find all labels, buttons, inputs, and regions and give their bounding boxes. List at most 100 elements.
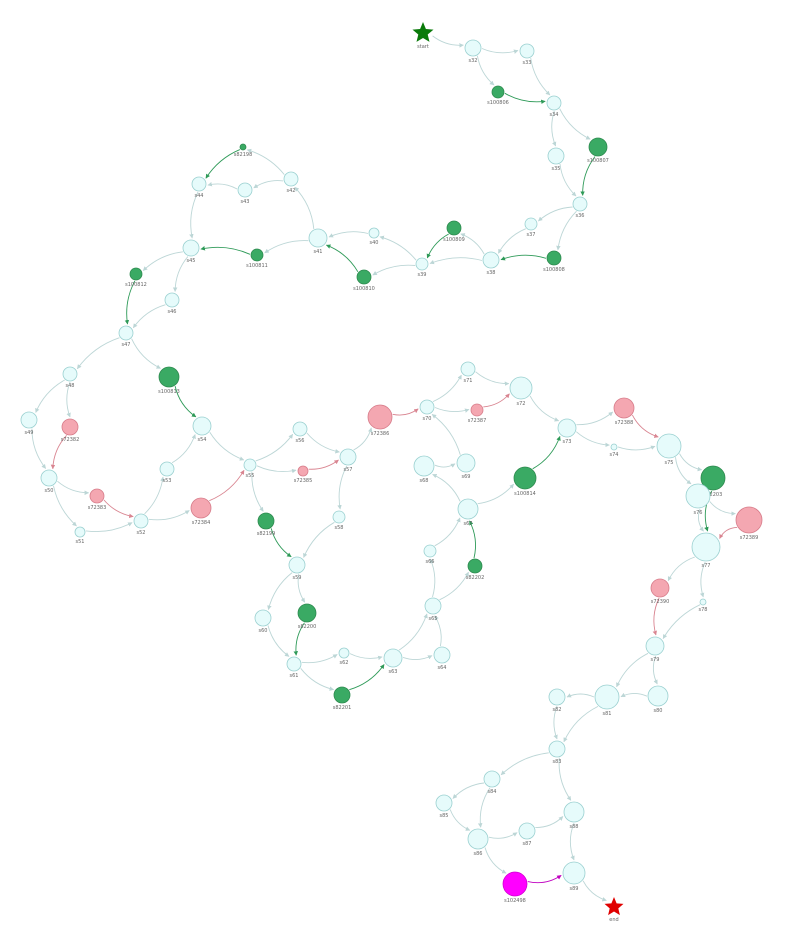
node-label-s72387: s72387 (468, 418, 487, 424)
edge-s60-to-s61 (267, 625, 290, 657)
node-circle-s68 (413, 455, 435, 477)
node-s67: s67 (457, 498, 479, 527)
node-circle-s57 (339, 448, 357, 466)
edge-s73-to-s72388 (576, 411, 614, 426)
node-label-s37: s37 (527, 232, 536, 238)
node-s76: s76 (685, 483, 711, 516)
edge-s69-to-s70 (431, 414, 461, 455)
node-label-s50: s50 (45, 488, 54, 494)
node-label-s79: s79 (651, 657, 660, 663)
edge-s39-to-s100810 (372, 264, 416, 276)
node-label-s33: s33 (523, 60, 532, 66)
node-circle-s72384 (190, 497, 212, 519)
edge-s72386-to-s70 (392, 408, 419, 416)
node-label-s75: s75 (665, 460, 674, 466)
edge-s55-to-s82199 (251, 471, 264, 512)
node-s35: s35 (547, 147, 565, 172)
node-circle-s64 (433, 646, 451, 664)
node-label-s62: s62 (340, 660, 349, 666)
node-s100810: s100810 (353, 269, 375, 292)
node-label-s48: s48 (66, 383, 75, 389)
node-label-s46: s46 (168, 309, 177, 315)
edge-s39-to-s40 (379, 235, 417, 261)
edge-s86-to-s102498 (484, 847, 507, 874)
edge-s48-to-s49 (35, 379, 65, 413)
edge-s45-to-s46 (172, 256, 189, 292)
node-label-s72389: s72389 (740, 535, 759, 541)
edge-s58-to-s59 (303, 521, 335, 558)
node-s82199: s82199 (257, 512, 275, 537)
node-label-s57: s57 (344, 467, 353, 473)
node-s69: s69 (456, 453, 476, 480)
edge-s34-to-s35 (551, 110, 557, 147)
node-s46: s46 (164, 292, 180, 315)
edge-s43-to-s44 (207, 182, 238, 190)
node-circle-s65 (424, 597, 442, 615)
node-label-s89: s89 (570, 886, 579, 892)
node-circle-s72390 (650, 578, 670, 598)
node-s66: s66 (423, 544, 437, 565)
node-circle-s36 (572, 196, 588, 212)
node-label-s100813: s100813 (158, 389, 180, 395)
edge-s85-to-s86 (449, 809, 471, 831)
node-label-s82: s82 (553, 707, 562, 713)
node-label-s69: s69 (462, 474, 471, 480)
edge-s100806-to-s34 (504, 92, 546, 105)
node-s72389: s72389 (735, 506, 763, 541)
node-circle-s32 (464, 39, 482, 57)
edge-s59-to-s60 (267, 572, 293, 611)
edges-layer (31, 35, 738, 902)
edge-s70-to-s72387 (434, 407, 470, 413)
edge-s79-to-s81 (616, 652, 649, 688)
node-s59: s59 (288, 556, 306, 581)
node-circle-s100808 (546, 250, 562, 266)
node-circle-s41 (308, 228, 328, 248)
node-s33: s33 (519, 43, 535, 66)
edge-s100807-to-s36 (580, 156, 596, 196)
edge-s79-to-s80 (652, 655, 658, 685)
edge-s100809-to-s39 (426, 233, 449, 259)
node-s45: s45 (182, 239, 200, 264)
node-s71: s71 (460, 361, 476, 384)
node-s65: s65 (424, 597, 442, 622)
edge-s76-to-s72389 (709, 501, 736, 516)
edge-s82-to-s83 (553, 705, 558, 740)
node-label-s72384: s72384 (192, 520, 211, 526)
edge-s62-to-s63 (349, 653, 383, 661)
edge-s45-to-s100812 (142, 251, 183, 271)
edge-s65-to-s82202 (439, 571, 469, 601)
node-circle-s100813 (158, 366, 180, 388)
node-circle-s61 (286, 656, 302, 672)
node-circle-s72389 (735, 506, 763, 534)
node-s78: s78 (699, 598, 707, 613)
node-circle-s88 (563, 801, 585, 823)
edge-s44-to-s45 (189, 191, 199, 239)
node-label-s100808: s100808 (543, 267, 565, 273)
node-s83: s83 (548, 740, 566, 765)
node-s72: s72 (509, 376, 533, 407)
node-s100807: s100807 (587, 137, 609, 164)
edge-s75-to-s76 (675, 457, 692, 485)
edge-s41-to-s100811 (264, 240, 309, 254)
edge-s59-to-s82200 (297, 573, 306, 603)
node-s53: s53 (159, 461, 175, 484)
edge-s100810-to-s41 (325, 244, 359, 273)
edge-s49-to-s50 (31, 428, 47, 469)
node-circle-s51 (74, 526, 86, 538)
node-circle-s100807 (588, 137, 608, 157)
node-label-s70: s70 (423, 416, 432, 422)
edge-s66-to-s67 (434, 517, 461, 547)
node-circle-s38 (482, 251, 500, 269)
node-label-s85: s85 (440, 813, 449, 819)
node-circle-s72385 (297, 465, 309, 477)
edge-s82201-to-s63 (349, 664, 385, 691)
node-s77: s77 (691, 532, 721, 569)
edge-s83-to-s88 (558, 757, 572, 801)
edge-s47-to-s100813 (131, 338, 162, 369)
node-circle-s89 (562, 861, 586, 885)
edge-s61-to-s62 (301, 654, 338, 664)
edge-s68-to-s69 (434, 463, 456, 468)
node-circle-s46 (164, 292, 180, 308)
edge-s102498-to-s89 (527, 875, 562, 884)
node-start: start (412, 22, 434, 50)
